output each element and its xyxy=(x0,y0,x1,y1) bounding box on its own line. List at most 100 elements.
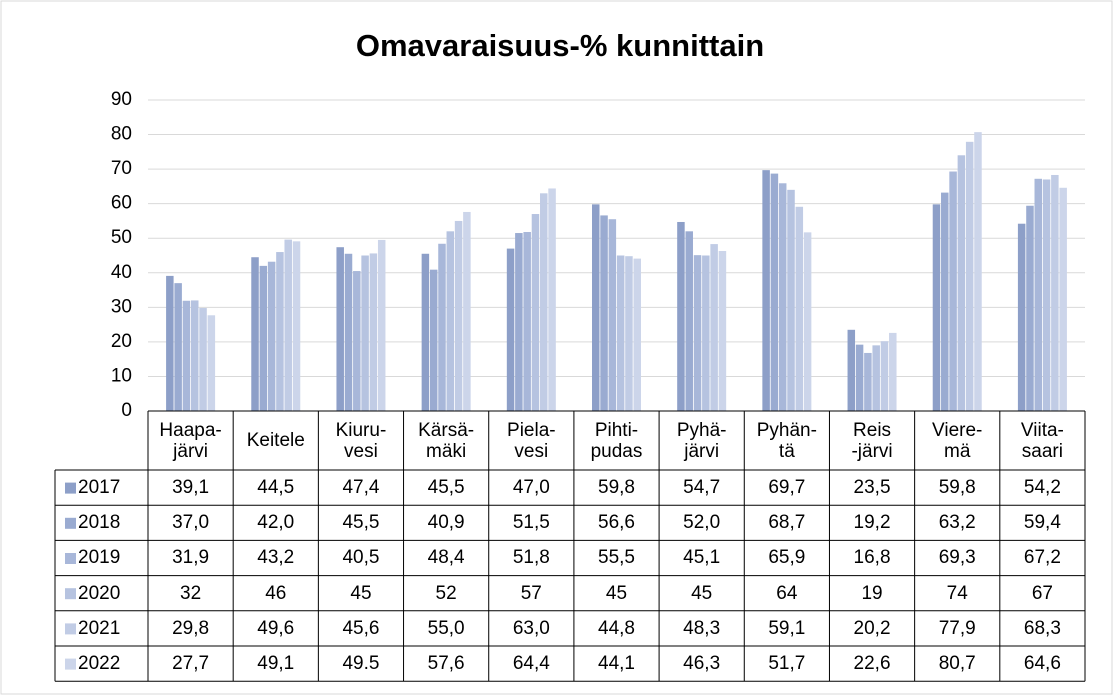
data-label: 64 xyxy=(776,582,798,604)
data-label: 64,4 xyxy=(512,653,550,675)
data-label: 20,2 xyxy=(853,617,891,639)
data-label: 47,0 xyxy=(512,477,550,499)
x-tick-label: Kärsä- mäki xyxy=(418,419,475,462)
data-label: 32 xyxy=(180,582,202,604)
bar xyxy=(377,239,386,411)
x-tick-label: Keitele xyxy=(246,430,305,451)
bar xyxy=(762,170,770,411)
data-label: 37,0 xyxy=(172,512,210,534)
bar xyxy=(344,253,353,411)
legend-label: 2017 xyxy=(78,477,121,499)
bar xyxy=(600,215,608,411)
bar xyxy=(778,183,787,411)
data-label: 51,7 xyxy=(768,653,806,675)
data-label: 55,5 xyxy=(598,547,635,569)
data-label: 48,4 xyxy=(427,547,465,569)
data-label: 19 xyxy=(861,582,883,604)
legend-swatch xyxy=(65,588,76,600)
bar xyxy=(421,253,430,411)
bar xyxy=(677,221,685,411)
legend-label: 2018 xyxy=(78,512,121,534)
bar xyxy=(267,261,276,411)
x-tick-label: Kiuru- vesi xyxy=(335,419,387,462)
bar xyxy=(949,171,957,411)
legend-swatch xyxy=(65,517,76,529)
data-label: 23,5 xyxy=(853,477,891,499)
bar xyxy=(463,211,471,411)
data-label: 63,0 xyxy=(512,617,550,639)
data-label: 52 xyxy=(435,582,457,604)
data-label: 46,3 xyxy=(683,653,721,675)
bar xyxy=(182,300,191,411)
bar xyxy=(803,232,812,411)
data-label: 63,2 xyxy=(938,512,976,534)
bar xyxy=(259,265,268,411)
legend-label: 2022 xyxy=(78,653,121,675)
x-tick-label: Pyhän- tä xyxy=(756,419,817,462)
data-label: 67,2 xyxy=(1023,547,1061,569)
bar xyxy=(864,352,872,411)
data-label: 47,4 xyxy=(342,477,380,499)
y-tick-label: 70 xyxy=(111,158,132,179)
legend-swatch xyxy=(65,658,76,670)
bar xyxy=(540,193,548,411)
data-label: 57,6 xyxy=(427,653,465,675)
legend-label: 2019 xyxy=(78,547,121,569)
y-tick-label: 40 xyxy=(111,262,132,283)
bar xyxy=(1059,187,1067,411)
data-label: 19,2 xyxy=(853,512,891,534)
bar xyxy=(932,204,941,411)
data-label: 57 xyxy=(520,582,542,604)
bar xyxy=(429,269,438,411)
bar xyxy=(855,344,864,411)
x-tick-label: Pyhä- järvi xyxy=(676,419,727,462)
bar xyxy=(592,204,600,411)
data-label: 40,5 xyxy=(342,547,380,569)
data-label: 45,6 xyxy=(342,617,380,639)
bar xyxy=(548,188,556,411)
data-label: 31,9 xyxy=(172,547,210,569)
bar xyxy=(1017,223,1026,411)
bar xyxy=(847,329,856,411)
data-label: 44,5 xyxy=(257,477,295,499)
bar xyxy=(1051,174,1059,411)
data-label: 56,6 xyxy=(598,512,635,534)
bar xyxy=(207,315,216,411)
data-label: 68,7 xyxy=(768,512,806,534)
data-label: 40,9 xyxy=(427,512,465,534)
legend-swatch xyxy=(65,623,76,635)
data-label: 49,1 xyxy=(257,653,295,675)
bar xyxy=(276,252,284,411)
data-label: 45,5 xyxy=(342,512,380,534)
bar xyxy=(633,258,641,411)
data-label: 22,6 xyxy=(853,653,891,675)
data-label: 45,1 xyxy=(683,547,721,569)
bar xyxy=(957,155,966,411)
bar xyxy=(166,275,174,411)
data-label: 45 xyxy=(350,582,372,604)
data-label: 59,1 xyxy=(768,617,806,639)
y-tick-label: 20 xyxy=(111,331,132,352)
bar xyxy=(974,132,982,412)
bar xyxy=(795,206,804,411)
bar xyxy=(616,255,625,411)
data-label: 51,8 xyxy=(512,547,550,569)
data-label: 45 xyxy=(605,582,628,604)
data-label: 29,8 xyxy=(172,617,210,639)
data-label: 49,6 xyxy=(257,617,295,639)
bar xyxy=(625,256,633,411)
y-tick-label: 0 xyxy=(121,400,132,421)
bar xyxy=(1042,179,1051,411)
legend-swatch xyxy=(65,553,76,564)
data-label: 65,9 xyxy=(768,547,806,569)
data-label: 39,1 xyxy=(172,477,210,499)
data-label: 64,6 xyxy=(1023,653,1061,675)
y-tick-label: 60 xyxy=(111,193,132,214)
bar xyxy=(693,255,702,411)
bar xyxy=(787,189,795,411)
data-label: 49.5 xyxy=(342,653,380,675)
data-label: 77,9 xyxy=(938,617,976,639)
y-tick-label: 90 xyxy=(111,89,132,110)
data-label: 16,8 xyxy=(853,547,891,569)
y-tick-label: 30 xyxy=(111,296,132,317)
